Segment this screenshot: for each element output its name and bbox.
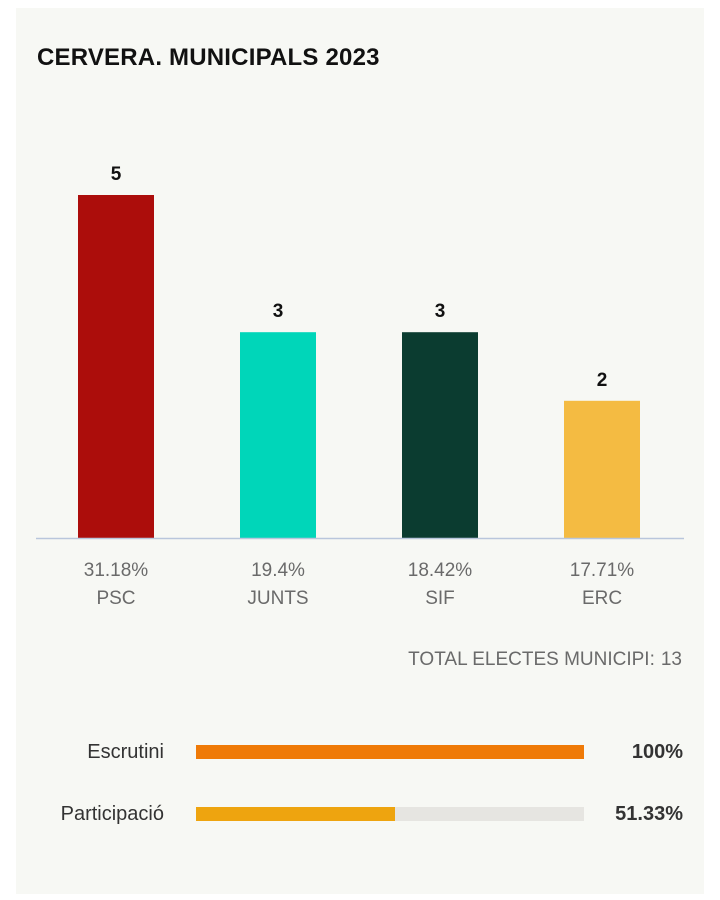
- bar-percentage-sif: 18.42%: [408, 560, 473, 581]
- progress-value-escrutini: 100%: [631, 741, 683, 763]
- bar-chart: 5 31.18% PSC 3 19.4% JUNTS 3 18.42% SIF 2 17.71% ER…: [36, 164, 684, 609]
- progress-label-escrutini: Escrutini: [87, 741, 164, 763]
- bar-sif: [402, 332, 478, 538]
- progress-track-escrutini: [196, 745, 584, 759]
- bar-value-psc: 5: [111, 164, 122, 185]
- bar-value-erc: 2: [597, 370, 608, 391]
- bar-label-erc: ERC: [582, 588, 622, 609]
- progress-escrutini: Escrutini 100%: [16, 732, 704, 772]
- total-value: 13: [660, 649, 682, 670]
- progress-participacio: Participació 51.33%: [16, 794, 704, 834]
- results-card: CERVERA. MUNICIPALS 2023 5 31.18% PSC 3 19.4…: [16, 8, 704, 894]
- bar-percentage-psc: 31.18%: [84, 560, 149, 581]
- progress-fill-escrutini: [196, 745, 584, 759]
- progress-fill-participacio: [196, 807, 396, 821]
- bar-percentage-junts: 19.4%: [251, 560, 305, 581]
- progress-track-participacio: [196, 807, 584, 821]
- bar-label-junts: JUNTS: [247, 588, 308, 609]
- bar-percentage-erc: 17.71%: [570, 560, 635, 581]
- bar-psc: [78, 195, 154, 538]
- bar-label-sif: SIF: [425, 588, 455, 609]
- progress-label-participacio: Participació: [60, 803, 164, 825]
- total-label: TOTAL ELECTES MUNICIPI:: [408, 649, 655, 670]
- bar-junts: [240, 332, 316, 538]
- progress-value-participacio: 51.33%: [615, 803, 683, 825]
- bar-erc: [564, 400, 640, 538]
- bar-label-psc: PSC: [96, 588, 135, 609]
- chart-title: CERVERA. MUNICIPALS 2023: [37, 44, 380, 71]
- bar-value-sif: 3: [435, 301, 446, 322]
- bar-value-junts: 3: [273, 301, 284, 322]
- total-elected: TOTAL ELECTES MUNICIPI: 13: [408, 649, 682, 671]
